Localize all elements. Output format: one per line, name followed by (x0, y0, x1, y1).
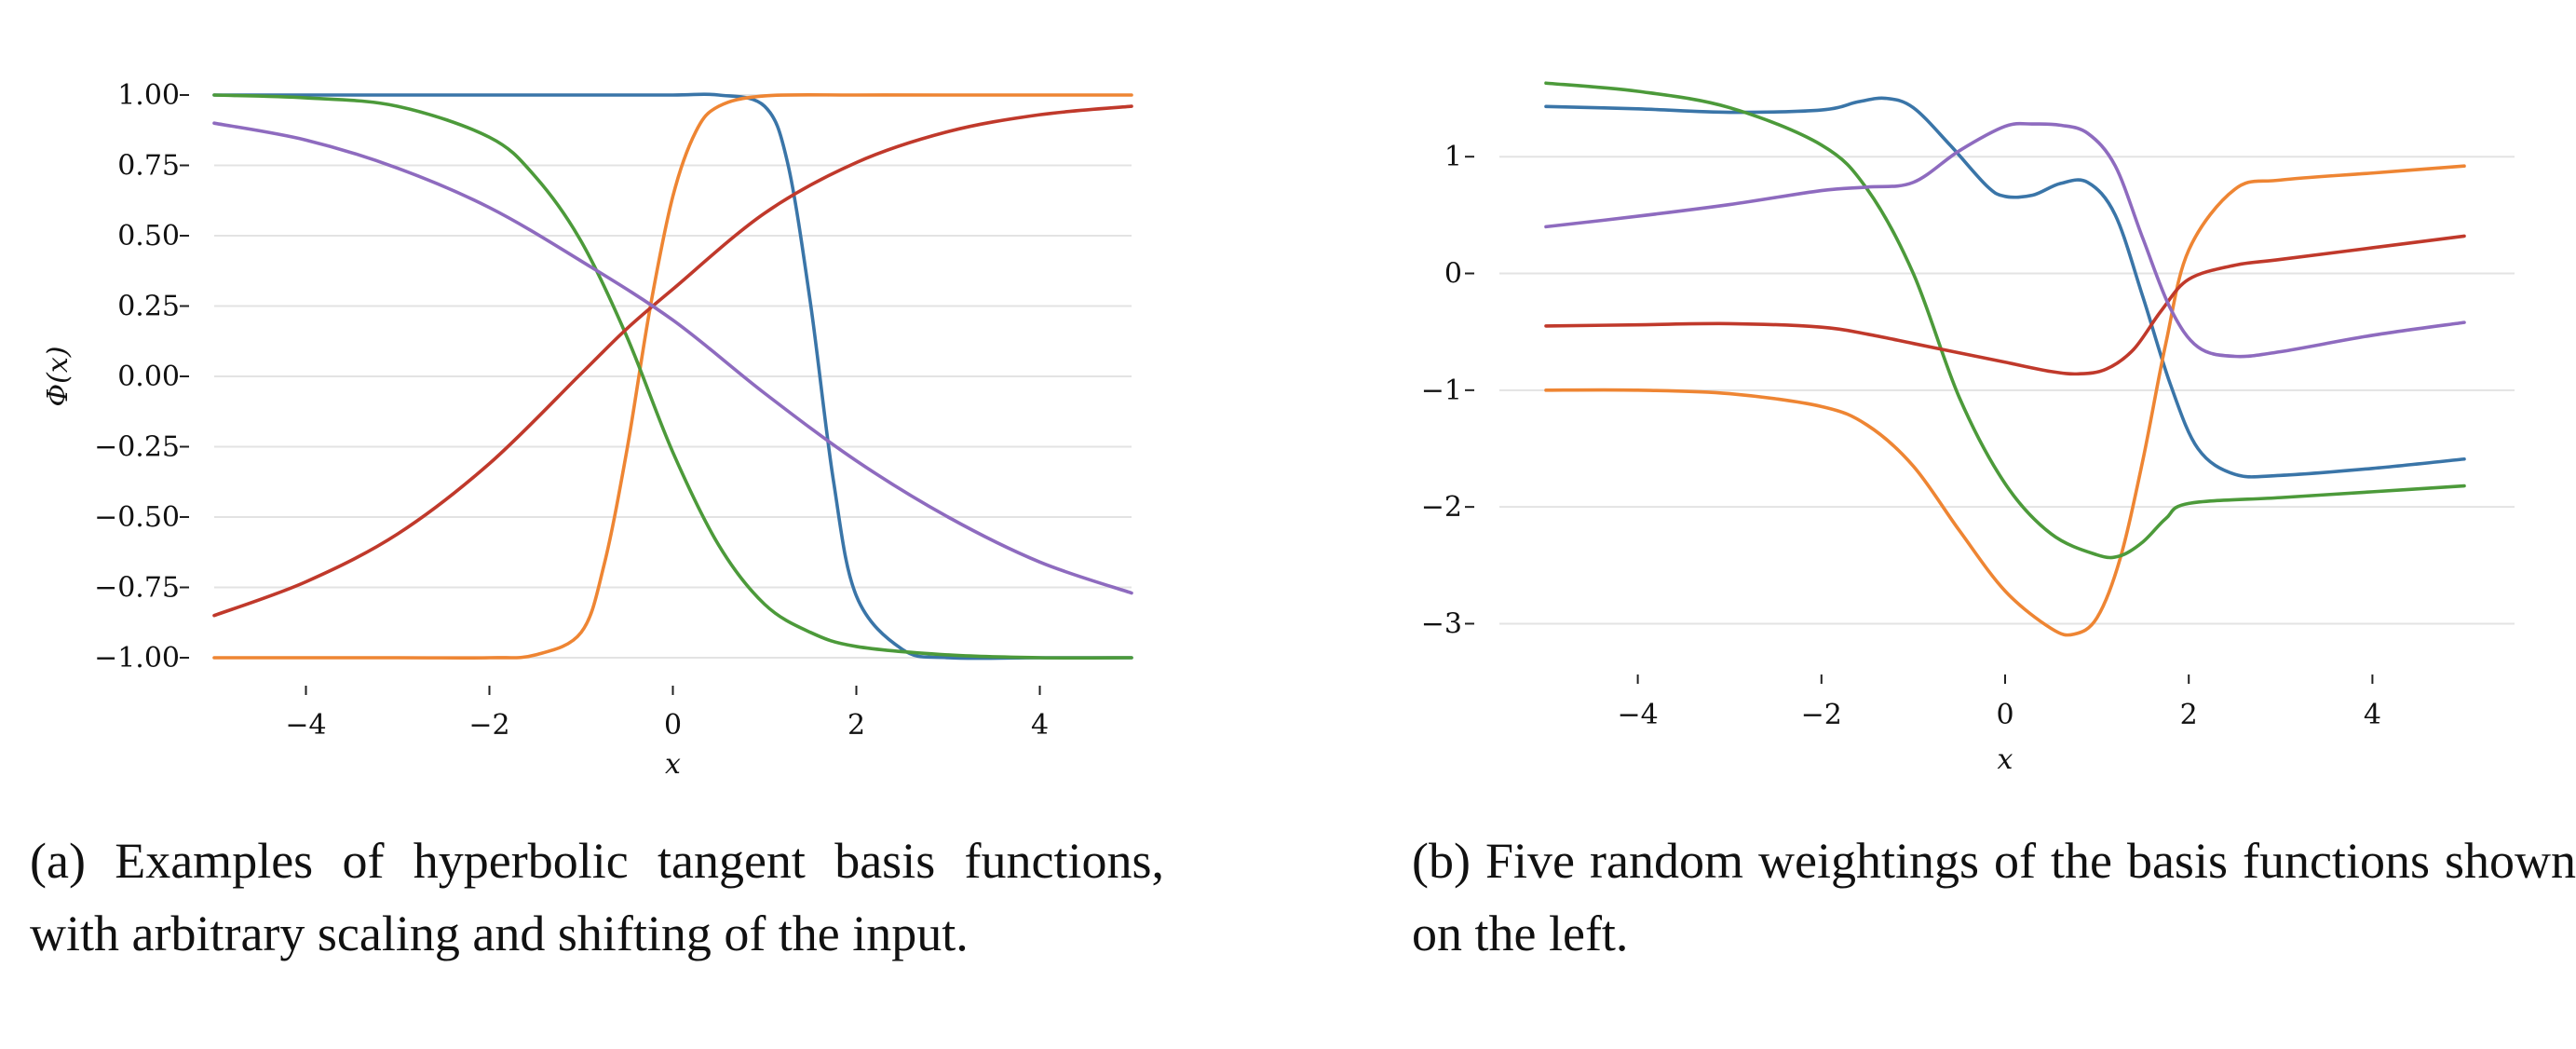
x-axis-label-b: x (1998, 743, 2013, 776)
ytick-label-a-0: −1.00 (94, 642, 180, 674)
ytick-label-a-8: 1.00 (117, 79, 180, 112)
caption-b-text: (b) Five random weightings of the basis … (1412, 833, 2576, 961)
series-line-a-purple (212, 121, 1133, 595)
ytick-label-a-6: 0.50 (117, 220, 180, 252)
caption-b: (b) Five random weightings of the basis … (1412, 824, 2576, 970)
series-line-a-orange (212, 92, 1133, 661)
ytick-label-b-1: −2 (1421, 491, 1462, 524)
xtick-label-a-3: 2 (847, 709, 865, 742)
ytick-label-b-2: −1 (1421, 375, 1462, 407)
series-line-b-red (1544, 234, 2466, 376)
series-line-b-blue (1544, 96, 2466, 479)
xtick-label-b-3: 2 (2180, 699, 2198, 731)
ytick-label-b-4: 1 (1444, 141, 1462, 173)
caption-a: (a) Examples of hyperbolic tangent basis… (30, 824, 1164, 970)
series-line-a-blue (212, 92, 1133, 661)
chart-b: −3 −2 −1 0 1 −4 −2 0 2 4 x (1421, 81, 2515, 776)
series-line-b-orange (1544, 164, 2466, 637)
ytick-label-a-7: 0.75 (117, 150, 180, 183)
ytick-label-a-2: −0.50 (94, 501, 180, 534)
xtick-label-a-0: −4 (285, 709, 326, 742)
x-axis-label-a: x (665, 748, 681, 781)
y-axis-label-a: Φ(x) (42, 347, 75, 407)
xtick-label-b-0: −4 (1617, 699, 1658, 731)
chart-panel-b: −3 −2 −1 0 1 −4 −2 0 2 4 x (1304, 0, 2576, 1049)
xtick-label-a-1: −2 (468, 709, 509, 742)
xtick-label-b-1: −2 (1801, 699, 1842, 731)
ytick-label-b-0: −3 (1421, 607, 1462, 640)
ytick-label-a-4: 0.00 (117, 361, 180, 393)
series-line-b-green (1544, 81, 2466, 560)
ytick-label-a-1: −0.75 (94, 572, 180, 605)
xtick-label-a-2: 0 (664, 709, 682, 742)
ytick-label-a-5: 0.25 (117, 291, 180, 323)
ytick-label-a-3: −0.25 (94, 431, 180, 464)
chart-a: −1.00 −0.75 −0.50 −0.25 0.00 0.25 0.50 0.75 1.00… (42, 79, 1133, 781)
series-line-b-purple (1544, 121, 2466, 359)
ytick-label-b-3: 0 (1444, 258, 1462, 291)
series-line-a-green (212, 93, 1133, 661)
caption-a-text: (a) Examples of hyperbolic tangent basis… (30, 833, 1164, 961)
xtick-label-b-4: 4 (2364, 699, 2381, 731)
xtick-label-a-4: 4 (1031, 709, 1049, 742)
xtick-label-b-2: 0 (1996, 699, 2013, 731)
chart-panel-a: −1.00 −0.75 −0.50 −0.25 0.00 0.25 0.50 0.75 1.00… (0, 0, 1211, 1049)
series-line-a-red (212, 104, 1133, 618)
